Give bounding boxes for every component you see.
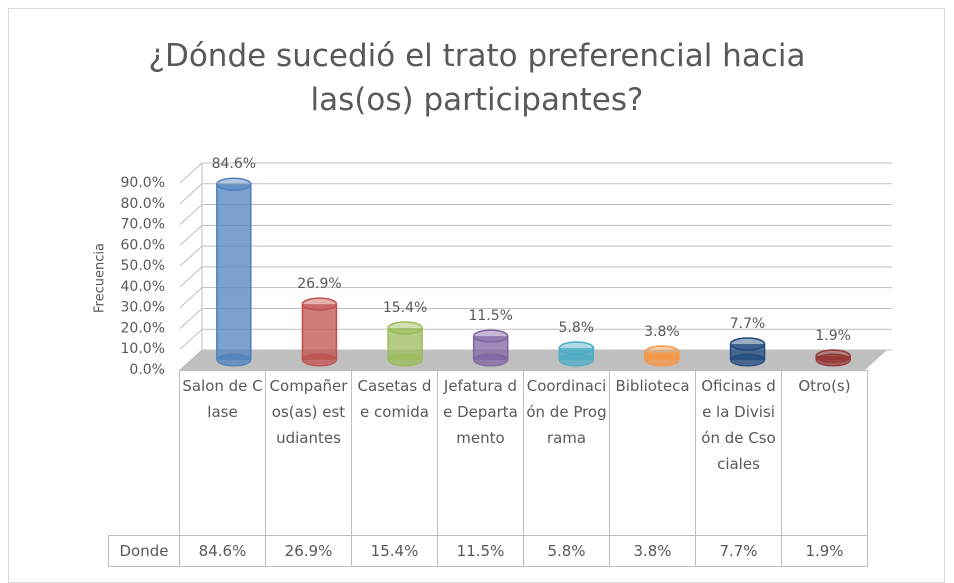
- grid-line: [179, 266, 892, 288]
- category-label: Otro(s): [781, 370, 868, 536]
- value-label: 15.4%: [383, 300, 427, 316]
- chart-title: ¿Dónde sucedió el trato preferencial hac…: [148, 38, 806, 118]
- y-tick-label: 70.0%: [121, 217, 165, 233]
- table-value: 26.9%: [265, 535, 352, 567]
- table-value: 84.6%: [179, 535, 266, 567]
- value-label: 3.8%: [644, 324, 680, 340]
- grid-line: [179, 204, 892, 225]
- cylinder-top: [472, 329, 509, 343]
- blank-cell: [109, 371, 180, 536]
- data-table: Salon de Clase Compañeros(as) estudiantes…: [108, 370, 868, 567]
- category-label: Jefatura de Departamento: [437, 370, 524, 536]
- cylinder-body: [644, 352, 679, 360]
- cylinder: [387, 321, 423, 367]
- y-tick-label: 80.0%: [121, 196, 165, 212]
- y-tick-label: 10.0%: [121, 341, 165, 357]
- category-label: Oficinas de la División de Csociales: [695, 370, 782, 536]
- cylinder-top: [644, 345, 680, 359]
- grid-line: [179, 328, 892, 350]
- cylinder-top: [387, 321, 423, 335]
- category-row: Salon de Clase Compañeros(as) estudiantes…: [109, 370, 868, 536]
- cylinder-top: [216, 177, 252, 191]
- grid-line: [179, 287, 892, 309]
- y-tick-label: 30.0%: [121, 300, 165, 316]
- value-label: 7.7%: [730, 316, 766, 332]
- y-tick-label: 0.0%: [129, 362, 165, 378]
- grid-line: [179, 224, 892, 246]
- table-value: 15.4%: [351, 535, 438, 567]
- y-tick-label: 50.0%: [121, 258, 165, 274]
- table-value: 1.9%: [781, 535, 868, 567]
- value-label: 26.9%: [297, 276, 341, 292]
- category-label: Coordinación de Programa: [523, 370, 610, 536]
- y-tick-label: 60.0%: [121, 237, 165, 253]
- category-label: Salon de Clase: [179, 370, 266, 536]
- cylinder-top: [815, 349, 851, 363]
- cylinder: [815, 349, 851, 367]
- category-label: Biblioteca: [609, 370, 696, 536]
- y-tick-label: 90.0%: [121, 175, 165, 191]
- cylinder-body: [730, 344, 765, 360]
- floor: [180, 350, 887, 370]
- grid-line: [179, 183, 892, 205]
- table-value: 5.8%: [523, 535, 610, 567]
- cylinder: [301, 297, 338, 367]
- cylinder-body: [816, 356, 851, 360]
- value-label: 1.9%: [815, 328, 851, 344]
- value-label: 11.5%: [468, 308, 512, 324]
- category-label: Compañeros(as) estudiantes: [265, 370, 352, 536]
- cylinder: [472, 329, 509, 367]
- grid-line: [179, 307, 892, 329]
- cylinder-top: [729, 337, 766, 351]
- cylinder-top: [301, 297, 338, 311]
- category-label: Casetas de comida: [351, 370, 438, 536]
- grid-line: [179, 245, 892, 267]
- cylinder-top: [558, 341, 595, 355]
- grid-line: [179, 162, 892, 184]
- value-label: 84.6%: [212, 156, 256, 172]
- value-row: Donde 84.6% 26.9% 15.4% 11.5% 5.8% 3.8% 7.7% 1.9…: [108, 535, 868, 567]
- cylinder-body: [216, 184, 251, 360]
- cylinder: [558, 341, 595, 367]
- y-tick-label: 20.0%: [121, 320, 165, 336]
- cylinder: [644, 345, 680, 367]
- value-label: 5.8%: [559, 320, 595, 336]
- table-value: 3.8%: [609, 535, 696, 567]
- cylinder: [216, 177, 252, 367]
- y-tick-label: 40.0%: [121, 279, 165, 295]
- series-name: Donde: [108, 535, 180, 567]
- cylinder-body: [302, 304, 337, 360]
- cylinder: [729, 337, 766, 367]
- y-axis-label: Frecuencia: [93, 243, 108, 313]
- table-value: 7.7%: [695, 535, 782, 567]
- table-value: 11.5%: [437, 535, 524, 567]
